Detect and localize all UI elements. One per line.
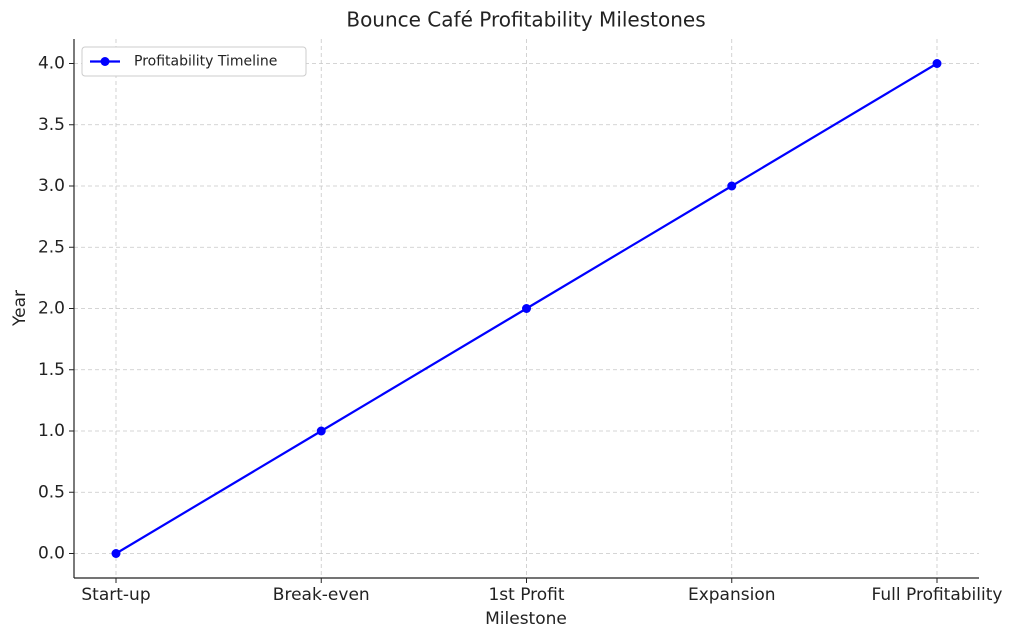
x-tick-label: Break-even [273, 585, 370, 605]
x-tick-label: 1st Profit [488, 585, 564, 605]
y-tick-label: 3.5 [38, 115, 65, 135]
legend-label: Profitability Timeline [134, 54, 277, 70]
y-tick-label: 1.5 [38, 360, 65, 380]
y-tick-label: 0.0 [38, 544, 65, 564]
marker [316, 426, 326, 436]
y-tick-label: 4.0 [38, 54, 65, 74]
x-tick-label: Full Profitability [872, 585, 1003, 605]
y-tick-label: 2.5 [38, 237, 65, 257]
legend-box [81, 46, 307, 77]
y-tick-label: 3.0 [38, 176, 65, 196]
x-tick-label: Start-up [81, 585, 150, 605]
legend-marker [100, 57, 110, 66]
y-axis-label: Year [10, 290, 30, 327]
x-tick-label: Expansion [688, 585, 776, 605]
y-tick-label: 2.0 [38, 299, 65, 319]
x-axis-label: Milestone [485, 609, 567, 629]
y-tick-label: 0.5 [38, 482, 65, 502]
marker [932, 59, 942, 68]
marker [522, 304, 531, 313]
chart-title: Bounce Café Profitability Milestones [346, 8, 705, 32]
marker [111, 549, 121, 558]
marker [727, 181, 737, 191]
y-tick-label: 1.0 [38, 421, 65, 441]
